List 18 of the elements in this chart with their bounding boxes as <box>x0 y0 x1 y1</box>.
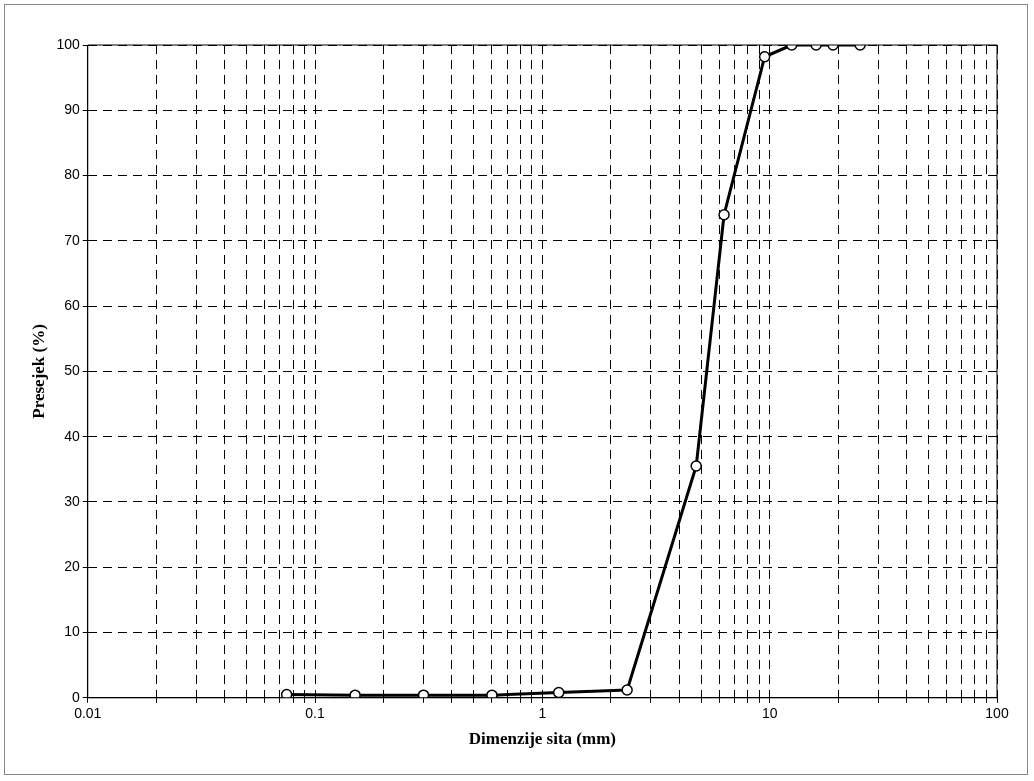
y-tick-label: 70 <box>64 231 80 248</box>
y-tick-label: 80 <box>64 166 80 183</box>
x-tick-label: 1 <box>538 705 547 722</box>
y-tick-label: 0 <box>71 688 80 705</box>
x-tick-label: 0.01 <box>74 705 102 722</box>
y-tick-label: 30 <box>64 492 80 509</box>
y-tick-label: 60 <box>64 296 80 313</box>
x-tick-label: 0.1 <box>305 705 326 722</box>
y-tick-label: 40 <box>64 427 80 444</box>
x-axis-title: Dimenzije sita (mm) <box>468 729 617 749</box>
y-tick-label: 90 <box>64 101 80 118</box>
y-tick-label: 20 <box>64 558 80 575</box>
x-tick-label: 10 <box>761 705 778 722</box>
x-tick-label: 100 <box>985 705 1009 722</box>
y-tick-label: 50 <box>64 362 80 379</box>
y-axis-title: Presejek (%) <box>28 324 48 419</box>
y-tick-label: 10 <box>64 623 80 640</box>
y-tick-label: 100 <box>56 35 80 52</box>
